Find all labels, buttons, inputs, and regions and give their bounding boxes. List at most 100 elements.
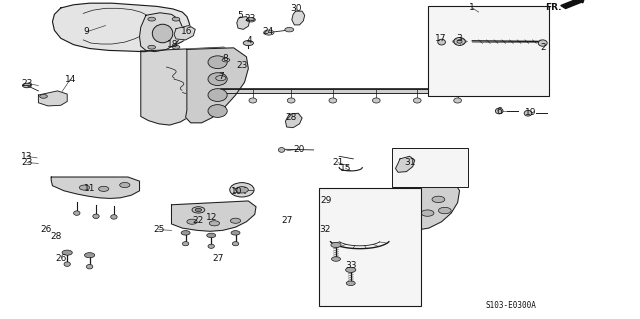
Text: 22: 22 [193, 216, 204, 225]
Circle shape [432, 196, 445, 203]
Ellipse shape [208, 105, 227, 117]
Ellipse shape [208, 73, 227, 85]
Text: 23: 23 [21, 158, 33, 167]
Ellipse shape [74, 211, 80, 215]
Circle shape [236, 187, 248, 193]
Text: 2: 2 [540, 43, 545, 52]
Text: 26: 26 [55, 254, 67, 263]
Circle shape [207, 233, 216, 238]
Text: 18: 18 [167, 40, 179, 49]
Bar [392, 148, 468, 187]
Ellipse shape [93, 214, 99, 219]
Circle shape [264, 30, 274, 35]
Ellipse shape [208, 89, 227, 101]
Ellipse shape [538, 40, 547, 46]
Ellipse shape [457, 40, 462, 43]
Text: 11: 11 [84, 184, 95, 193]
Text: 27: 27 [281, 216, 292, 225]
Circle shape [230, 218, 241, 223]
Circle shape [22, 83, 31, 88]
Circle shape [172, 45, 180, 49]
Circle shape [216, 76, 226, 81]
Text: 14: 14 [65, 75, 76, 84]
Polygon shape [186, 48, 248, 123]
Ellipse shape [413, 98, 421, 103]
Text: 33: 33 [345, 261, 356, 270]
Polygon shape [237, 17, 250, 29]
Ellipse shape [182, 242, 189, 246]
Text: 24: 24 [262, 27, 273, 36]
Ellipse shape [454, 38, 465, 46]
Text: 23: 23 [244, 14, 255, 23]
Ellipse shape [524, 110, 532, 116]
Ellipse shape [329, 98, 337, 103]
Circle shape [332, 257, 340, 261]
Text: 29: 29 [321, 196, 332, 205]
Text: 17: 17 [435, 34, 446, 43]
Ellipse shape [454, 98, 461, 103]
Text: 28: 28 [51, 232, 62, 241]
Circle shape [331, 242, 341, 248]
Circle shape [62, 250, 72, 255]
FancyArrow shape [561, 0, 584, 9]
Text: 23: 23 [236, 61, 248, 70]
Ellipse shape [111, 215, 117, 219]
Ellipse shape [208, 244, 214, 248]
Circle shape [438, 207, 451, 214]
Text: 4: 4 [247, 36, 252, 45]
Ellipse shape [372, 98, 380, 103]
Circle shape [209, 221, 220, 226]
Ellipse shape [64, 262, 70, 266]
Polygon shape [174, 26, 195, 40]
Ellipse shape [249, 98, 257, 103]
Text: 20: 20 [294, 145, 305, 154]
Circle shape [148, 45, 156, 49]
Text: 21: 21 [332, 158, 344, 167]
Circle shape [195, 208, 202, 211]
Bar [319, 188, 421, 306]
Text: 23: 23 [21, 79, 33, 88]
Circle shape [346, 281, 355, 286]
Ellipse shape [222, 58, 230, 62]
Circle shape [285, 27, 294, 32]
Text: 5: 5 [237, 11, 243, 20]
Circle shape [172, 17, 180, 21]
Polygon shape [292, 11, 305, 25]
Polygon shape [172, 201, 256, 231]
Ellipse shape [152, 24, 173, 43]
Circle shape [192, 207, 205, 213]
Circle shape [148, 17, 156, 21]
Text: 7: 7 [218, 72, 223, 81]
Text: 13: 13 [21, 152, 33, 161]
Ellipse shape [287, 98, 295, 103]
Circle shape [246, 18, 255, 22]
Text: 30: 30 [290, 4, 301, 13]
Text: FR.: FR. [545, 3, 562, 11]
Polygon shape [52, 3, 191, 52]
Polygon shape [285, 113, 302, 128]
Ellipse shape [86, 264, 93, 269]
Bar [428, 6, 549, 96]
Circle shape [408, 195, 421, 201]
Text: 9: 9 [84, 27, 89, 36]
Text: 25: 25 [153, 225, 164, 234]
Text: 1: 1 [470, 4, 475, 12]
Circle shape [120, 182, 130, 188]
Polygon shape [38, 91, 67, 106]
Text: 28: 28 [285, 113, 297, 122]
Circle shape [84, 253, 95, 258]
Polygon shape [392, 179, 460, 230]
Polygon shape [141, 47, 236, 125]
Text: 6: 6 [497, 107, 502, 115]
Text: 12: 12 [205, 213, 217, 222]
Text: 15: 15 [340, 164, 351, 173]
Ellipse shape [438, 39, 445, 45]
Circle shape [181, 231, 190, 235]
Ellipse shape [208, 56, 227, 69]
Circle shape [421, 210, 434, 216]
Text: 32: 32 [319, 225, 331, 234]
Text: 16: 16 [181, 27, 193, 36]
Polygon shape [140, 13, 182, 52]
Circle shape [99, 186, 109, 191]
Ellipse shape [278, 147, 285, 152]
